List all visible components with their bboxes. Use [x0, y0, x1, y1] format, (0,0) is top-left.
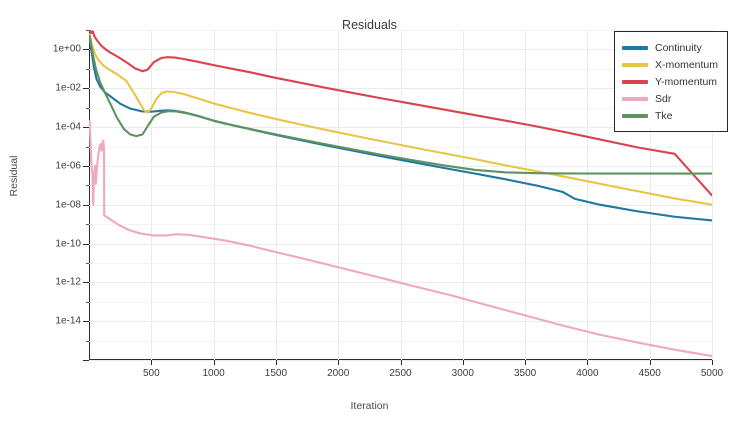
- gridline-vertical: [712, 30, 713, 360]
- y-axis-tick-label: 1e+00: [52, 43, 81, 55]
- y-axis-tick-minor: [85, 262, 89, 264]
- x-axis-tick: [712, 360, 713, 365]
- gridline-horizontal: [89, 262, 712, 264]
- y-axis-tick-major: [83, 204, 89, 206]
- x-axis-tick-label: 500: [142, 368, 160, 379]
- gridline-horizontal: [89, 30, 712, 31]
- y-axis-tick-major: [83, 243, 89, 245]
- gridline-horizontal: [89, 127, 712, 129]
- gridline-horizontal: [89, 88, 712, 90]
- gridline-horizontal: [89, 49, 712, 51]
- y-axis-label: Residual: [8, 155, 20, 197]
- series-layer: [89, 30, 712, 358]
- x-axis-tick-label: 1500: [264, 368, 288, 379]
- y-axis-tick-minor: [85, 68, 89, 70]
- y-axis-tick-major: [83, 360, 89, 361]
- gridline-vertical: [151, 30, 153, 360]
- gridline-horizontal: [89, 301, 712, 303]
- gridline-horizontal: [89, 204, 712, 206]
- x-axis-tick-label: 4500: [638, 368, 661, 379]
- gridline-vertical: [525, 30, 527, 360]
- y-axis-tick-major: [83, 88, 89, 90]
- x-axis-tick: [587, 360, 589, 365]
- gridline-horizontal: [89, 340, 712, 342]
- gridline-vertical: [649, 30, 651, 360]
- y-axis-tick-label: 1e-08: [55, 199, 81, 211]
- y-axis-tick-minor: [85, 340, 89, 342]
- series-line-sdr: [89, 120, 712, 358]
- series-line-y-momentum: [89, 30, 712, 197]
- gridline-horizontal: [89, 321, 712, 323]
- y-axis-tick-minor: [85, 30, 89, 31]
- x-axis-tick-label: 2000: [327, 368, 350, 379]
- gridline-vertical: [587, 30, 589, 360]
- legend-color-swatch: [622, 62, 648, 67]
- y-axis-tick-major: [83, 321, 89, 323]
- gridline-horizontal: [89, 165, 712, 167]
- gridline-horizontal: [89, 146, 712, 148]
- y-axis-tick-minor: [85, 224, 89, 226]
- gridline-vertical: [462, 30, 464, 360]
- x-axis-tick-label: 3500: [513, 368, 537, 379]
- y-axis-tick-label: 1e-14: [55, 315, 81, 327]
- legend-item[interactable]: Y-momentum: [622, 73, 718, 90]
- x-axis-tick-label: 4000: [576, 368, 599, 379]
- gridline-vertical: [275, 30, 277, 360]
- y-axis-tick-minor: [85, 185, 89, 187]
- y-axis-tick-major: [83, 282, 89, 284]
- y-axis-tick-major: [83, 127, 89, 129]
- legend-item-label: Y-momentum: [655, 75, 718, 88]
- gridline-horizontal: [89, 185, 712, 187]
- legend-item[interactable]: Sdr: [622, 90, 718, 107]
- y-axis-tick-minor: [85, 107, 89, 109]
- x-axis-tick-label: 2500: [389, 368, 412, 379]
- x-axis-tick: [649, 360, 651, 365]
- legend-color-swatch: [622, 79, 648, 84]
- y-axis-tick-label: 1e-02: [55, 82, 81, 94]
- plot-area: 500 1000 1500 2000 2500 3000 3500 4000 4500 5000 1…: [53, 30, 723, 379]
- legend-item[interactable]: Continuity: [622, 39, 718, 56]
- x-axis-tick: [338, 360, 340, 365]
- legend-item-label: Continuity: [655, 41, 702, 54]
- page-title: Residuals: [342, 18, 397, 32]
- y-axis-line: [89, 30, 90, 360]
- y-axis-tick-minor: [85, 146, 89, 148]
- y-axis-tick-major: [83, 49, 89, 51]
- legend-color-swatch: [622, 96, 648, 101]
- gridline-horizontal: [89, 243, 712, 245]
- y-axis-tick-major: [83, 165, 89, 167]
- y-axis-tick-minor: [85, 301, 89, 303]
- y-axis-tick-label: 1e-10: [55, 238, 81, 249]
- x-axis-tick: [275, 360, 277, 365]
- y-axis-tick-label: 1e-04: [55, 121, 81, 133]
- legend-item-label: Tke: [655, 109, 673, 122]
- y-axis-tick-label: 1e-12: [55, 276, 81, 288]
- gridline-vertical: [400, 30, 402, 360]
- legend-color-swatch: [622, 45, 648, 50]
- x-axis-tick: [400, 360, 402, 365]
- gridline-horizontal: [89, 107, 712, 109]
- gridline-horizontal: [89, 224, 712, 226]
- legend-item-label: X-momentum: [655, 58, 719, 71]
- y-axis-tick-label: 1e-06: [55, 160, 81, 172]
- x-axis-tick-label: 5000: [700, 368, 724, 379]
- x-axis-tick-label: 1000: [202, 368, 225, 379]
- series-line-x-momentum: [89, 33, 712, 206]
- x-axis-label: Iteration: [350, 400, 389, 412]
- x-axis-tick-label: 3000: [451, 368, 474, 379]
- x-axis-tick: [462, 360, 464, 365]
- legend-item-label: Sdr: [655, 92, 672, 105]
- series-line-tke: [89, 34, 712, 175]
- x-axis-tick: [151, 360, 153, 365]
- legend-color-swatch: [622, 113, 648, 118]
- gridline-vertical: [338, 30, 340, 360]
- gridline-horizontal: [89, 68, 712, 70]
- gridline-vertical: [213, 30, 215, 360]
- legend-item[interactable]: X-momentum: [622, 56, 718, 73]
- legend-item[interactable]: Tke: [622, 107, 718, 124]
- legend: Continuity X-momentum Y-momentum Sdr Tke: [614, 31, 729, 132]
- x-axis-tick: [525, 360, 527, 365]
- x-axis-tick: [213, 360, 215, 365]
